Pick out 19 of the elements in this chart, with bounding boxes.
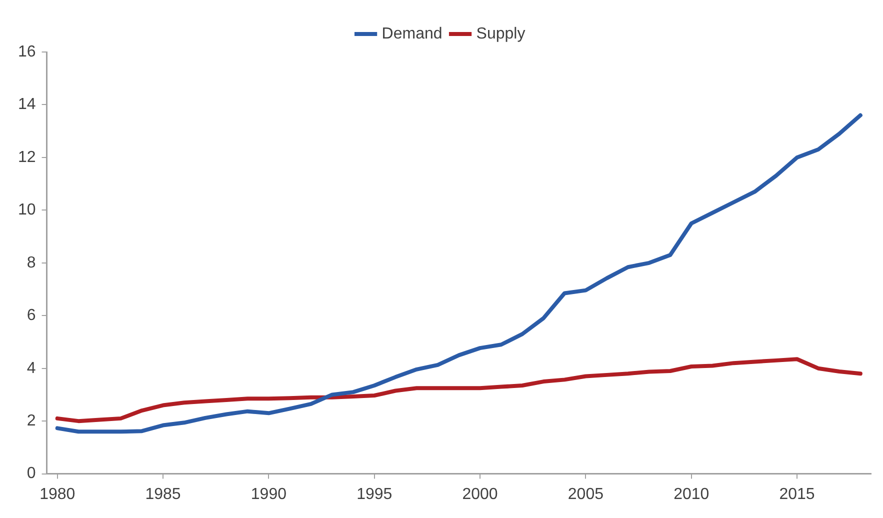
y-tick-label: 16 — [18, 43, 36, 60]
y-tick-label: 12 — [18, 148, 36, 166]
x-tick-label: 1990 — [250, 486, 287, 503]
y-tick-label: 0 — [26, 465, 36, 482]
legend-label: Demand — [382, 25, 442, 42]
y-tick-label: 6 — [26, 307, 36, 324]
x-tick-label: 2005 — [568, 486, 604, 503]
x-tick-label: 1995 — [356, 486, 392, 503]
y-tick-label: 4 — [26, 360, 36, 377]
x-tick-label: 2015 — [779, 486, 815, 503]
x-tick-label: 2010 — [674, 486, 710, 503]
x-tick-label: 2000 — [462, 486, 498, 503]
legend-label: Supply — [476, 25, 526, 42]
x-tick-label: 1985 — [145, 486, 181, 503]
y-tick-label: 2 — [26, 412, 36, 430]
x-tick-label: 1980 — [40, 486, 76, 503]
y-tick-label: 10 — [18, 202, 36, 219]
y-tick-label: 8 — [26, 254, 36, 272]
y-tick-label: 14 — [18, 96, 36, 114]
